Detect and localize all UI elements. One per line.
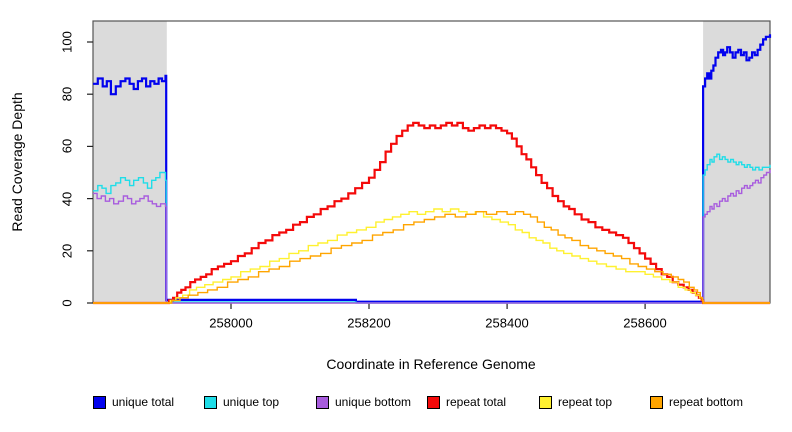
unique-bottom-swatch-icon — [316, 395, 329, 409]
legend-label: unique total — [112, 395, 175, 409]
legend-item-repeat-bottom: repeat bottom — [650, 395, 743, 409]
legend-label: repeat top — [558, 395, 613, 409]
unique-top-swatch-icon — [204, 395, 217, 409]
y-tick-label: 0 — [59, 299, 75, 307]
y-tick-label: 80 — [59, 86, 75, 102]
legend-label: repeat total — [446, 395, 507, 409]
legend-item-repeat-top: repeat top — [539, 395, 612, 409]
repeat-top-swatch-icon — [539, 395, 552, 409]
repeat-bottom-swatch-icon — [650, 395, 663, 409]
legend-label: repeat bottom — [669, 395, 744, 409]
x-tick-label: 258400 — [485, 315, 529, 331]
legend-label: unique bottom — [335, 395, 412, 409]
x-tick-label: 258600 — [623, 315, 667, 331]
y-axis-title: Read Coverage Depth — [9, 92, 25, 232]
legend-item-unique-bottom: unique bottom — [316, 395, 411, 409]
legend-item-unique-total: unique total — [93, 395, 174, 409]
y-tick-label: 40 — [59, 191, 75, 206]
x-tick-label: 258200 — [347, 315, 391, 331]
y-tick-label: 100 — [59, 31, 75, 53]
unique-total-swatch-icon — [93, 395, 106, 409]
legend-label: unique top — [223, 395, 280, 409]
x-tick-label: 258000 — [209, 315, 253, 331]
y-tick-label: 60 — [59, 139, 75, 154]
legend-item-repeat-total: repeat total — [427, 395, 506, 409]
repeat-total-swatch-icon — [427, 395, 440, 409]
y-tick-label: 20 — [59, 243, 75, 259]
x-axis-title: Coordinate in Reference Genome — [326, 356, 536, 372]
legend-item-unique-top: unique top — [204, 395, 279, 409]
